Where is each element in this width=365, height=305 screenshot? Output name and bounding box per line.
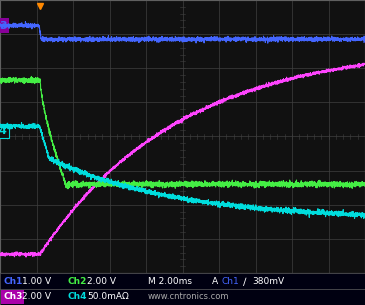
Text: 380mV: 380mV <box>252 278 284 286</box>
Text: 2.00 V: 2.00 V <box>87 278 116 286</box>
Text: Ch1: Ch1 <box>3 278 22 286</box>
Text: 50.0mAΩ: 50.0mAΩ <box>87 292 129 302</box>
Text: 1.00 V: 1.00 V <box>22 278 51 286</box>
Text: 2.00 V: 2.00 V <box>22 292 51 302</box>
Text: Ch3: Ch3 <box>3 292 22 302</box>
Text: www.cntronics.com: www.cntronics.com <box>148 292 230 302</box>
Text: Ch2: Ch2 <box>68 278 87 286</box>
Text: M 2.00ms: M 2.00ms <box>148 278 192 286</box>
Text: ∕: ∕ <box>243 277 246 287</box>
Text: Ch1: Ch1 <box>222 278 240 286</box>
Text: 4: 4 <box>0 126 7 136</box>
Text: 3: 3 <box>0 21 7 30</box>
Text: A: A <box>212 278 218 286</box>
Text: Ch4: Ch4 <box>68 292 88 302</box>
